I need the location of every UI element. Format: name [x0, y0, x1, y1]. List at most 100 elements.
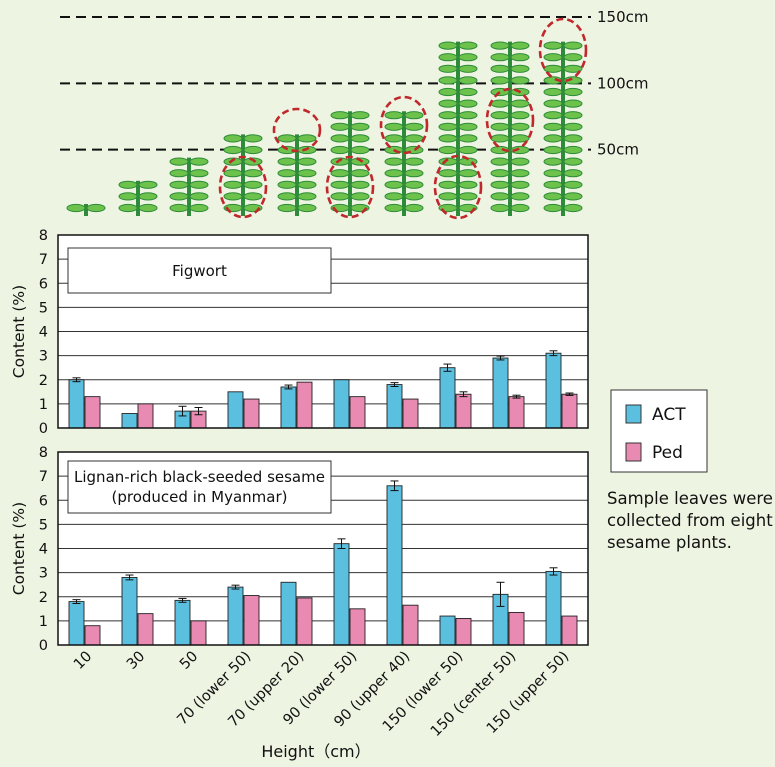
y-tick-label: 1 — [39, 397, 48, 413]
leaf — [510, 64, 530, 73]
leaf — [223, 169, 243, 178]
leaf — [118, 203, 138, 213]
chart-title: (produced in Myanmar) — [112, 488, 288, 506]
leaf — [458, 111, 478, 120]
chart-panel-2: 0 1 2 3 4 5 6 7 8 Content (%) Lignan-rich black-se… — [10, 445, 589, 654]
leaf — [563, 180, 583, 189]
leaf — [223, 145, 243, 155]
leaf — [384, 134, 404, 143]
bar-ped — [561, 393, 578, 429]
leaf — [510, 134, 530, 143]
leaf — [510, 157, 530, 166]
leaf — [169, 169, 189, 178]
leaf — [543, 203, 563, 213]
leaf — [438, 192, 458, 201]
leaf — [438, 53, 458, 62]
leaf — [458, 99, 478, 108]
sample-note-line: sesame plants. — [607, 533, 732, 552]
leaf — [138, 180, 158, 189]
bar-act — [545, 570, 562, 646]
leaf — [490, 180, 510, 189]
leaf — [404, 169, 424, 178]
bar-act — [333, 543, 350, 646]
y-tick-label: 2 — [39, 373, 48, 389]
leaf — [458, 87, 478, 97]
leaf — [384, 122, 404, 131]
leaf — [543, 157, 563, 166]
leaf — [543, 76, 563, 85]
leaf — [384, 157, 404, 166]
bar-ped — [402, 604, 419, 646]
y-tick-label: 6 — [39, 276, 48, 292]
leaf — [330, 145, 350, 155]
leaf — [330, 157, 350, 166]
leaf — [458, 41, 478, 50]
bar-ped — [243, 398, 260, 429]
legend-act-label: ACT — [652, 405, 686, 425]
leaf — [510, 145, 530, 155]
leaf — [350, 145, 370, 155]
sample-note-line: Sample leaves were — [607, 489, 773, 508]
leaf — [243, 169, 263, 178]
leaf — [490, 53, 510, 62]
leaf — [458, 76, 478, 85]
chart-title-box — [67, 460, 332, 514]
leaf — [277, 192, 297, 201]
leaf — [330, 134, 350, 143]
highlight-circle-upper — [538, 17, 588, 83]
leaf — [189, 169, 209, 178]
leaf — [297, 192, 317, 201]
highlight-circle-lower — [325, 155, 375, 219]
bar-act — [227, 586, 244, 646]
sample-note: Sample leaves were collected from eight se… — [607, 489, 773, 552]
leaf — [277, 157, 297, 166]
leaf — [297, 169, 317, 178]
leaf — [438, 64, 458, 73]
leaf — [458, 145, 478, 155]
charts: 0 1 2 3 4 5 6 7 8 Content (%) Figwort 0 1 2 3 4 5 6 7 8 Cont… — [10, 228, 589, 740]
bar-ped — [455, 393, 472, 429]
leaf — [458, 53, 478, 62]
height-label-150: 150cm — [597, 8, 649, 26]
bar-ped — [508, 611, 525, 646]
leaf — [438, 134, 458, 143]
bar-act — [439, 367, 456, 429]
leaf — [438, 87, 458, 97]
leaf — [510, 99, 530, 108]
bar-ped — [455, 618, 472, 646]
leaf — [404, 111, 424, 120]
legend-ped-label: Ped — [652, 443, 683, 463]
leaf — [189, 180, 209, 189]
leaf — [490, 192, 510, 201]
leaf — [223, 157, 243, 166]
leaf — [438, 41, 458, 50]
bar-ped — [84, 625, 101, 646]
leaf — [490, 111, 510, 120]
leaf — [438, 122, 458, 131]
height-label-50: 50cm — [597, 141, 639, 159]
x-tick-label: 30 — [124, 649, 148, 673]
leaf — [438, 180, 458, 189]
leaf — [189, 203, 209, 213]
height-label-100: 100cm — [597, 74, 649, 92]
leaf — [490, 145, 510, 155]
plot-frame — [57, 451, 589, 646]
leaf — [510, 169, 530, 178]
bar-ped — [296, 381, 313, 429]
y-tick-label: 7 — [39, 469, 48, 485]
leaf — [543, 99, 563, 108]
leaf — [490, 203, 510, 213]
leaf — [563, 41, 583, 50]
y-tick-label: 0 — [39, 421, 48, 437]
leaf — [438, 169, 458, 178]
leaf — [490, 64, 510, 73]
leaf — [277, 134, 297, 143]
leaf — [297, 180, 317, 189]
leaf — [330, 169, 350, 178]
x-axis-title: Height（cm） — [261, 742, 370, 761]
leaf — [384, 180, 404, 189]
y-tick-label: 8 — [39, 228, 48, 244]
bar-ped — [243, 595, 260, 646]
y-tick-label: 3 — [39, 566, 48, 582]
leaf — [350, 169, 370, 178]
